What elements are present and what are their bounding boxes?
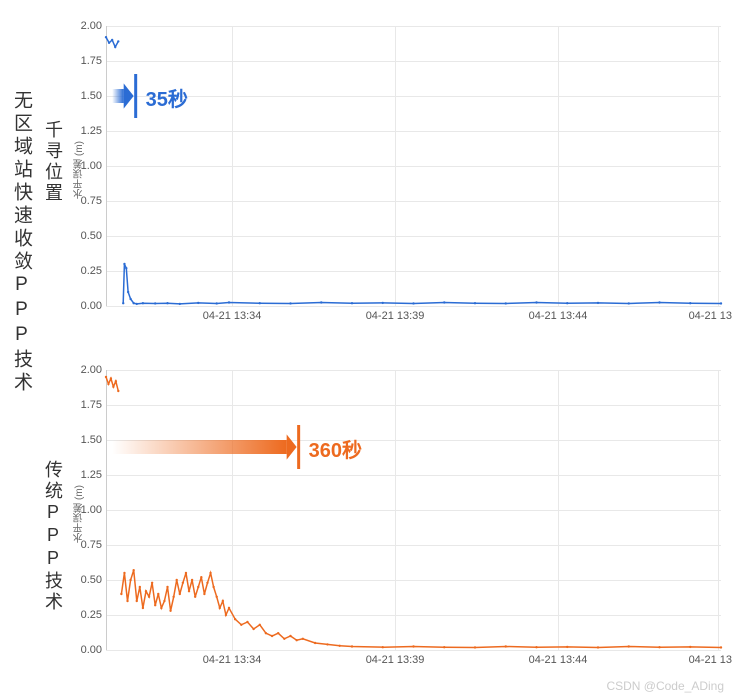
y-tick-label: 1.25 [81,469,102,481]
y-axis-label: 水平误差 (m) [72,141,87,199]
x-tick-label: 04-21 13:44 [529,310,588,322]
chart-top: 0.000.250.500.751.001.251.501.752.0004-2… [106,26,721,306]
y-tick-label: 0.25 [81,265,102,277]
data-line [106,37,721,304]
y-tick-label: 0.50 [81,574,102,586]
y-tick-label: 1.75 [81,55,102,67]
watermark: CSDN @Code_ADing [606,679,724,693]
x-tick-label: 04-21 13:49 [689,654,732,666]
y-tick-label: 1.75 [81,399,102,411]
y-tick-label: 2.00 [81,364,102,376]
main-label-left: 无区域站快速收敛PPP技术 [8,90,35,395]
sub-label-bottom: 传统PPP技术 [40,460,66,613]
y-tick-label: 1.50 [81,90,102,102]
x-tick-label: 04-21 13:39 [366,310,425,322]
y-tick-label: 0.25 [81,609,102,621]
y-tick-label: 2.00 [81,20,102,32]
chart-bottom: 0.000.250.500.751.001.251.501.752.0004-2… [106,370,721,650]
y-tick-label: 0.00 [81,644,102,656]
x-tick-label: 04-21 13:44 [529,654,588,666]
annotation-text: 35秒 [146,83,188,112]
y-tick-label: 0.00 [81,300,102,312]
x-tick-label: 04-21 13:34 [203,654,262,666]
annotation-arrow [112,89,124,103]
x-tick-label: 04-21 13:49 [689,310,732,322]
y-axis-label: 水平误差 (m) [72,485,87,543]
x-tick-label: 04-21 13:34 [203,310,262,322]
y-tick-label: 1.50 [81,434,102,446]
annotation-text: 360秒 [309,434,362,463]
y-tick-label: 1.25 [81,125,102,137]
x-tick-label: 04-21 13:39 [366,654,425,666]
sub-label-top: 千寻位置 [40,120,66,204]
annotation-arrow [112,440,287,454]
data-line [106,377,721,648]
y-tick-label: 0.50 [81,230,102,242]
